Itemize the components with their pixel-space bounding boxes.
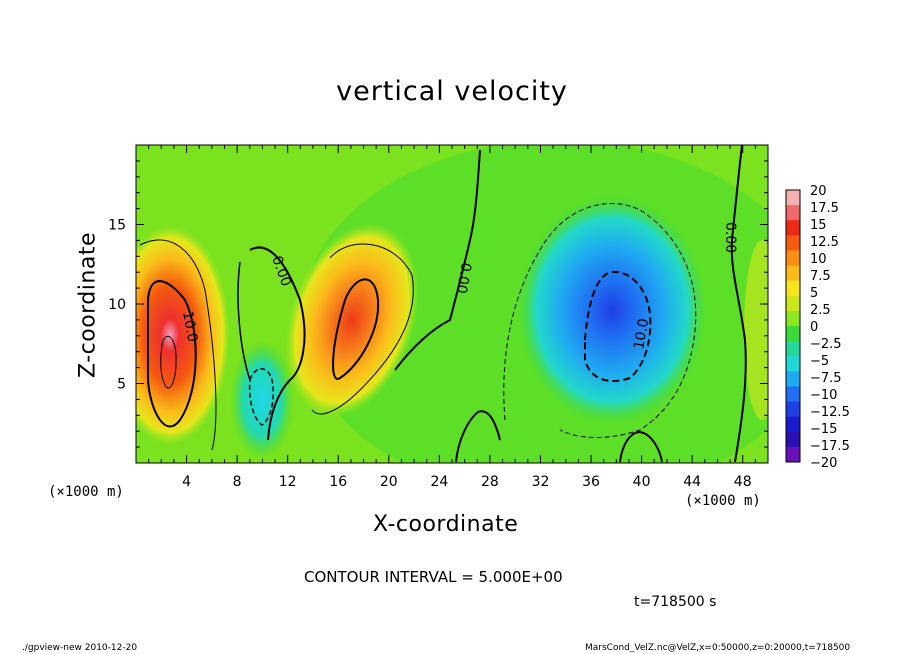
colorbar-swatch: [786, 265, 800, 282]
contour-interval-text: CONTOUR INTERVAL = 5.000E+00: [304, 568, 563, 586]
contour-solid: [237, 261, 251, 381]
colorbar-swatch: [786, 371, 800, 387]
colorbar-label: −2.5: [810, 337, 842, 352]
x-tick-label: 8: [233, 474, 242, 490]
contour-solid: [730, 145, 747, 463]
x-tick-label: 4: [182, 474, 191, 490]
footer-left: ./gpview-new 2010-12-20: [22, 643, 138, 653]
colorbar-swatch: [786, 401, 800, 418]
colorbar-swatch: [786, 280, 800, 297]
y-ticks: 5 10 15: [108, 160, 768, 448]
colorbar-label: 17.5: [810, 201, 839, 216]
x-axis-unit-left: (×1000 m): [48, 484, 124, 500]
colorbar-swatch: [786, 416, 800, 433]
colorbar-swatch: [786, 190, 800, 206]
colorbar-swatch: [786, 235, 800, 251]
colorbar-swatch: [786, 295, 800, 312]
y-tick-label: 5: [117, 377, 126, 393]
contour-solid: [311, 243, 414, 415]
colorbar-frame: [785, 189, 801, 463]
colorbar-label: −17.5: [810, 439, 850, 454]
contour-solid: [160, 335, 177, 389]
colorbar-swatch: [786, 310, 800, 327]
colorbar-swatch: [786, 386, 800, 403]
colorbar-label: 10: [810, 252, 827, 267]
contour-solid: [139, 239, 217, 451]
y-tick-label: 10: [108, 297, 126, 313]
y-tick-label: 15: [108, 218, 126, 234]
x-tick-label: 20: [380, 474, 398, 490]
colorbar-label: 5: [810, 286, 818, 301]
downdraft-blob-east: [517, 195, 707, 425]
contour-solid: [249, 246, 306, 441]
time-stamp: t=718500 s: [634, 594, 717, 610]
x-tick-label: 36: [582, 474, 600, 490]
colorbar-label: −7.5: [810, 371, 842, 386]
colorbar-label: −10: [810, 388, 837, 403]
colorbar-label: 20: [810, 184, 827, 199]
contour-dashed: [248, 368, 274, 426]
x-tick-label: 44: [683, 474, 701, 490]
plot-area: [136, 145, 768, 463]
colorbar-label: 2.5: [810, 303, 831, 318]
updraft-blob-west: [136, 225, 230, 445]
colorbar-label: 0: [810, 320, 818, 335]
x-tick-label: 12: [279, 474, 297, 490]
contour-solid: [332, 278, 380, 380]
x-axis-unit-right: (×1000 m): [685, 493, 761, 509]
colorbar-swatch: [786, 205, 800, 221]
contour-label: 10.0: [179, 310, 200, 343]
colorbar-label: −5: [810, 354, 829, 369]
contour-dashed: [584, 270, 652, 382]
footer-right: MarsCond_VelZ.nc@VelZ,x=0:50000,z=0:2000…: [585, 643, 851, 653]
field-patch-east: [744, 240, 768, 420]
x-tick-label: 48: [734, 474, 752, 490]
downdraft-blob-west: [230, 340, 294, 460]
colorbar-label: −15: [810, 422, 837, 437]
contour-labels: 10.0 0.00 0.00 10.0 0.00: [179, 222, 738, 351]
colorbar-swatch: [786, 220, 800, 236]
contour-solid: [394, 149, 481, 371]
colorbar-label: 15: [810, 218, 827, 233]
colorbar-swatch: [786, 356, 800, 372]
colorbar-label: 7.5: [810, 269, 831, 284]
contour-dashed: [503, 203, 697, 438]
colorbar-swatch: [786, 250, 800, 267]
y-axis-label: Z-coordinate: [75, 232, 101, 378]
x-tick-label: 28: [481, 474, 499, 490]
x-tick-label: 40: [633, 474, 651, 490]
x-tick-label: 16: [329, 474, 347, 490]
colorbar-swatch: [786, 326, 800, 342]
colorbar-swatch: [786, 341, 800, 357]
colorbar-label: −12.5: [810, 405, 850, 420]
colorbar-label: 12.5: [810, 235, 839, 250]
contour-solid: [619, 430, 663, 463]
contour-label: 0.00: [453, 261, 474, 294]
contour-solid: [455, 410, 501, 463]
colorbar-swatch: [786, 431, 800, 448]
x-tick-label: 32: [532, 474, 550, 490]
chart-title: vertical velocity: [336, 76, 568, 107]
contour-label: 0.00: [722, 222, 738, 253]
colorbar: 20 17.5 15 12.5 10 7.5 5 2.5 0 −2.5 −5 −7.5 −10 −12.5…: [785, 184, 850, 471]
contour-solid: [147, 280, 197, 428]
x-ticks: 4 8 12 16 20 24 28 32 36 40 44 48: [148, 145, 756, 490]
x-axis-label: X-coordinate: [373, 512, 519, 537]
colorbar-label: −20: [810, 456, 837, 471]
colorbar-swatch: [786, 446, 800, 463]
updraft-blob-center: [285, 222, 419, 418]
x-tick-label: 24: [430, 474, 448, 490]
contour-label: 10.0: [631, 317, 652, 350]
